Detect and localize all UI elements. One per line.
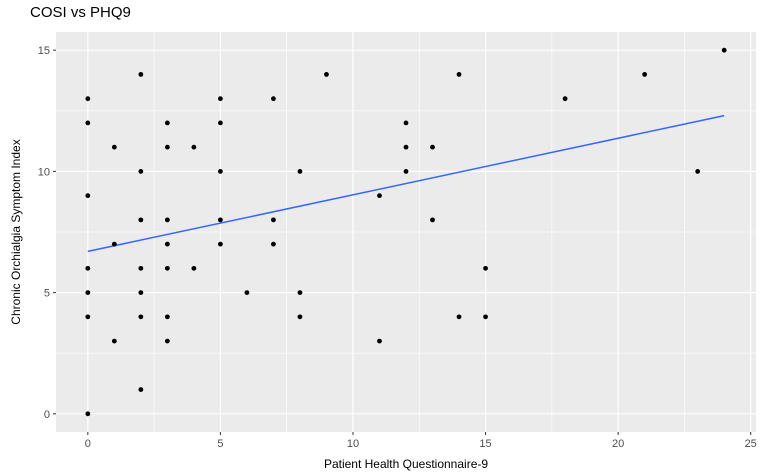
data-point [138,387,144,392]
data-point [271,96,276,102]
x-tick-label: 25 [745,438,757,450]
data-point [164,314,170,320]
data-point [403,120,409,126]
x-tick-label: 5 [217,438,223,450]
data-point [377,338,382,344]
y-tick-label: 0 [44,409,50,421]
data-point [217,96,223,102]
data-point [111,241,117,247]
data-point [191,144,197,150]
data-point [164,144,170,150]
minor-gridlines [56,32,756,432]
x-tick-label: 10 [347,438,359,450]
x-tick-label: 15 [479,438,491,450]
data-point [324,72,329,77]
x-tick-label: 20 [612,438,624,450]
data-point [721,47,727,53]
x-axis: 0 5 10 15 20 25 [85,432,757,450]
data-point [164,265,170,271]
data-point [642,72,648,77]
data-point [217,120,223,126]
chart-title: COSI vs PHQ9 [30,4,131,21]
data-point [191,265,197,271]
data-point [430,217,435,223]
data-point [217,168,223,174]
data-point [85,314,91,320]
data-point [85,290,91,296]
data-point [164,338,170,344]
data-point [85,265,91,271]
data-points [85,47,727,417]
data-point [85,193,91,199]
data-point [85,96,91,102]
y-axis: 0 5 10 15 [38,45,56,421]
data-point [483,314,488,320]
data-point [164,217,170,223]
data-point [138,314,144,320]
data-point [138,265,144,271]
data-point [138,290,144,296]
y-axis-title: Chronic Orchialgia Symptom Index [9,139,23,324]
data-point [111,144,117,150]
data-point [217,241,223,247]
data-point [271,217,276,223]
data-point [138,168,144,174]
trend-line [87,114,725,253]
data-point [483,265,488,271]
data-point [217,217,223,223]
data-point [297,314,303,320]
data-point [456,72,462,77]
data-point [85,120,91,126]
data-point [562,96,568,102]
data-point [430,144,435,150]
data-point [138,72,144,77]
trend-line-layer [87,114,725,253]
data-point [403,144,409,150]
data-point [164,241,170,247]
data-point [85,411,91,417]
data-point [377,193,382,199]
data-point [111,338,117,344]
data-point [164,120,170,126]
y-tick-label: 10 [38,166,50,178]
data-point [456,314,462,320]
data-point [244,290,250,296]
data-point [138,217,144,223]
x-tick-label: 0 [85,438,91,450]
data-point [297,168,303,174]
data-point [403,168,409,174]
data-point [271,241,276,247]
y-tick-label: 15 [38,45,50,57]
y-tick-label: 5 [44,288,50,300]
data-point [297,290,303,296]
data-point [695,168,701,174]
x-axis-title: Patient Health Questionnaire-9 [324,457,488,471]
